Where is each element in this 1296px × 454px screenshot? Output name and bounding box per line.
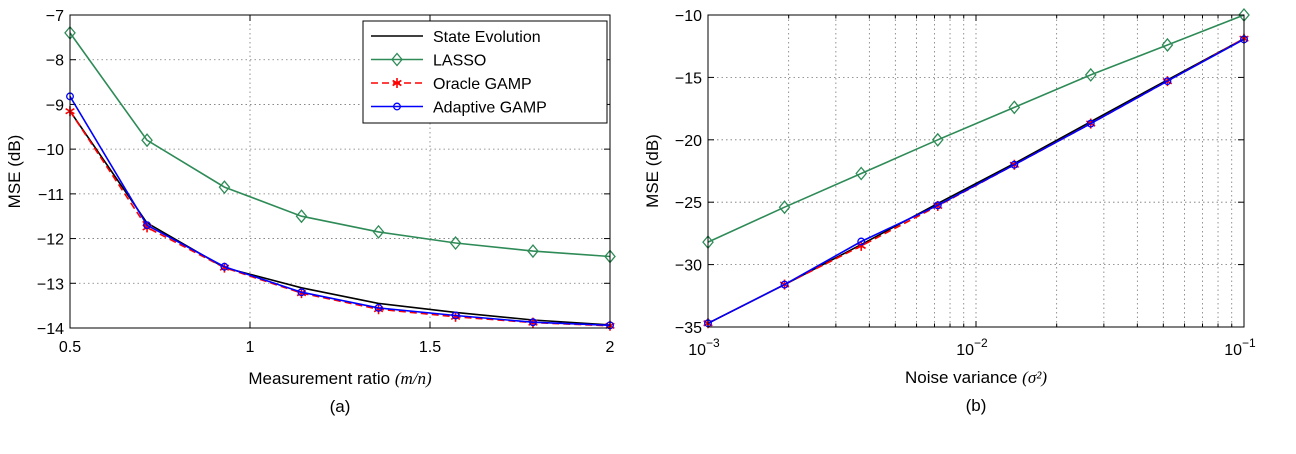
- data-point: [1008, 100, 1021, 115]
- legend-label: Adaptive GAMP: [433, 100, 547, 117]
- series-line: [69, 32, 611, 258]
- axes-frame: [69, 14, 611, 329]
- data-point: [1086, 119, 1095, 128]
- x-axis-label-text: Noise variance: [905, 368, 1022, 387]
- x-axis-label-math: (σ²): [1022, 368, 1047, 387]
- data-point: [451, 311, 460, 320]
- data-point: [527, 244, 539, 259]
- series-adaptive-gamp: [704, 35, 1248, 328]
- data-point: [374, 303, 383, 312]
- panel-caption: (b): [966, 396, 987, 415]
- panel-caption: (a): [330, 397, 351, 416]
- series-line: [69, 110, 611, 326]
- chart-a: 0.5 1 1.5 2 −14 −13 −12 −11 −10 −9 −8 −7 Measurement…: [5, 8, 616, 416]
- legend-label: LASSO: [433, 53, 486, 70]
- series-line: [69, 95, 611, 327]
- x-tick-label-base: 10: [1224, 342, 1242, 359]
- legend-item: LASSO: [371, 52, 486, 70]
- legend-label: State Evolution: [433, 29, 541, 46]
- data-point: [1084, 67, 1097, 82]
- data-point: [141, 133, 153, 148]
- x-tick-label: 2: [606, 339, 615, 356]
- legend: State Evolution LASSO Oracle GAMP Adaptive …: [362, 20, 608, 124]
- legend-label: Oracle GAMP: [433, 76, 532, 93]
- series-line: [707, 38, 1245, 325]
- x-tick-label: 10−3: [688, 336, 720, 359]
- x-axis-label-text: Measurement ratio: [248, 369, 394, 388]
- data-point: [855, 166, 868, 181]
- series-state-evolution: [69, 110, 611, 326]
- x-tick-label: 0.5: [59, 339, 81, 356]
- y-axis-label: MSE (dB): [5, 135, 24, 209]
- x-axis-label: Measurement ratio (m/n): [248, 369, 432, 388]
- y-tick-label: −13: [37, 276, 64, 293]
- y-tick-label: −20: [675, 133, 702, 150]
- y-tick-label: −8: [46, 53, 64, 70]
- legend-item: Oracle GAMP: [371, 76, 532, 93]
- data-point: [449, 236, 462, 251]
- legend-marker: [393, 102, 401, 111]
- data-point: [295, 209, 308, 224]
- x-tick-label-base: 10: [688, 342, 706, 359]
- data-point: [529, 318, 537, 327]
- y-tick-label: −35: [675, 320, 702, 337]
- data-point: [297, 288, 306, 297]
- legend-marker-stroke: [392, 79, 402, 87]
- data-point: [931, 132, 944, 147]
- data-point: [933, 201, 942, 210]
- y-tick-label: −7: [46, 8, 64, 25]
- data-point: [143, 221, 151, 230]
- y-tick-label: −10: [37, 142, 64, 159]
- data-point-stroke: [856, 242, 866, 250]
- data-point: [778, 200, 791, 215]
- legend-item: Adaptive GAMP: [371, 100, 547, 117]
- y-tick-label: −10: [675, 8, 702, 25]
- data-point: [1163, 77, 1172, 86]
- plot-area: [708, 15, 1244, 327]
- data-point: [218, 180, 231, 195]
- data-point: [372, 224, 385, 239]
- legend-item: State Evolution: [371, 29, 541, 46]
- data-point: [856, 240, 866, 251]
- series-lasso: [64, 25, 616, 264]
- x-axis-label-math: (m/n): [395, 369, 432, 388]
- data-point: [780, 280, 789, 289]
- series-line: [707, 14, 1245, 243]
- data-point: [857, 237, 866, 246]
- data-point: [1161, 37, 1174, 52]
- y-tick-label: −12: [37, 232, 64, 249]
- data-point: [220, 262, 229, 271]
- y-tick-label: −15: [675, 70, 702, 87]
- x-tick-label-base: 10: [956, 342, 974, 359]
- x-axis-label: Noise variance (σ²): [905, 368, 1047, 387]
- x-tick-label-exponent: −3: [706, 336, 720, 350]
- y-tick-label: −30: [675, 258, 702, 275]
- x-tick-label-exponent: −2: [974, 336, 988, 350]
- y-axis-label: MSE (dB): [643, 134, 662, 208]
- x-tick-label: 1.5: [419, 339, 441, 356]
- legend-marker: [391, 52, 403, 67]
- x-tick-label: 10−2: [956, 336, 988, 359]
- axes-frame: [707, 14, 1245, 328]
- y-tick-label: −9: [46, 97, 64, 114]
- y-tick-label: −14: [37, 321, 64, 338]
- legend-marker: [392, 78, 402, 88]
- y-tick-label: −11: [38, 187, 64, 204]
- x-tick-label-exponent: −1: [1242, 336, 1256, 350]
- x-tick-label: 1: [246, 339, 255, 356]
- data-point: [1010, 160, 1019, 169]
- y-tick-label: −25: [675, 195, 702, 212]
- x-tick-label: 10−1: [1224, 336, 1256, 359]
